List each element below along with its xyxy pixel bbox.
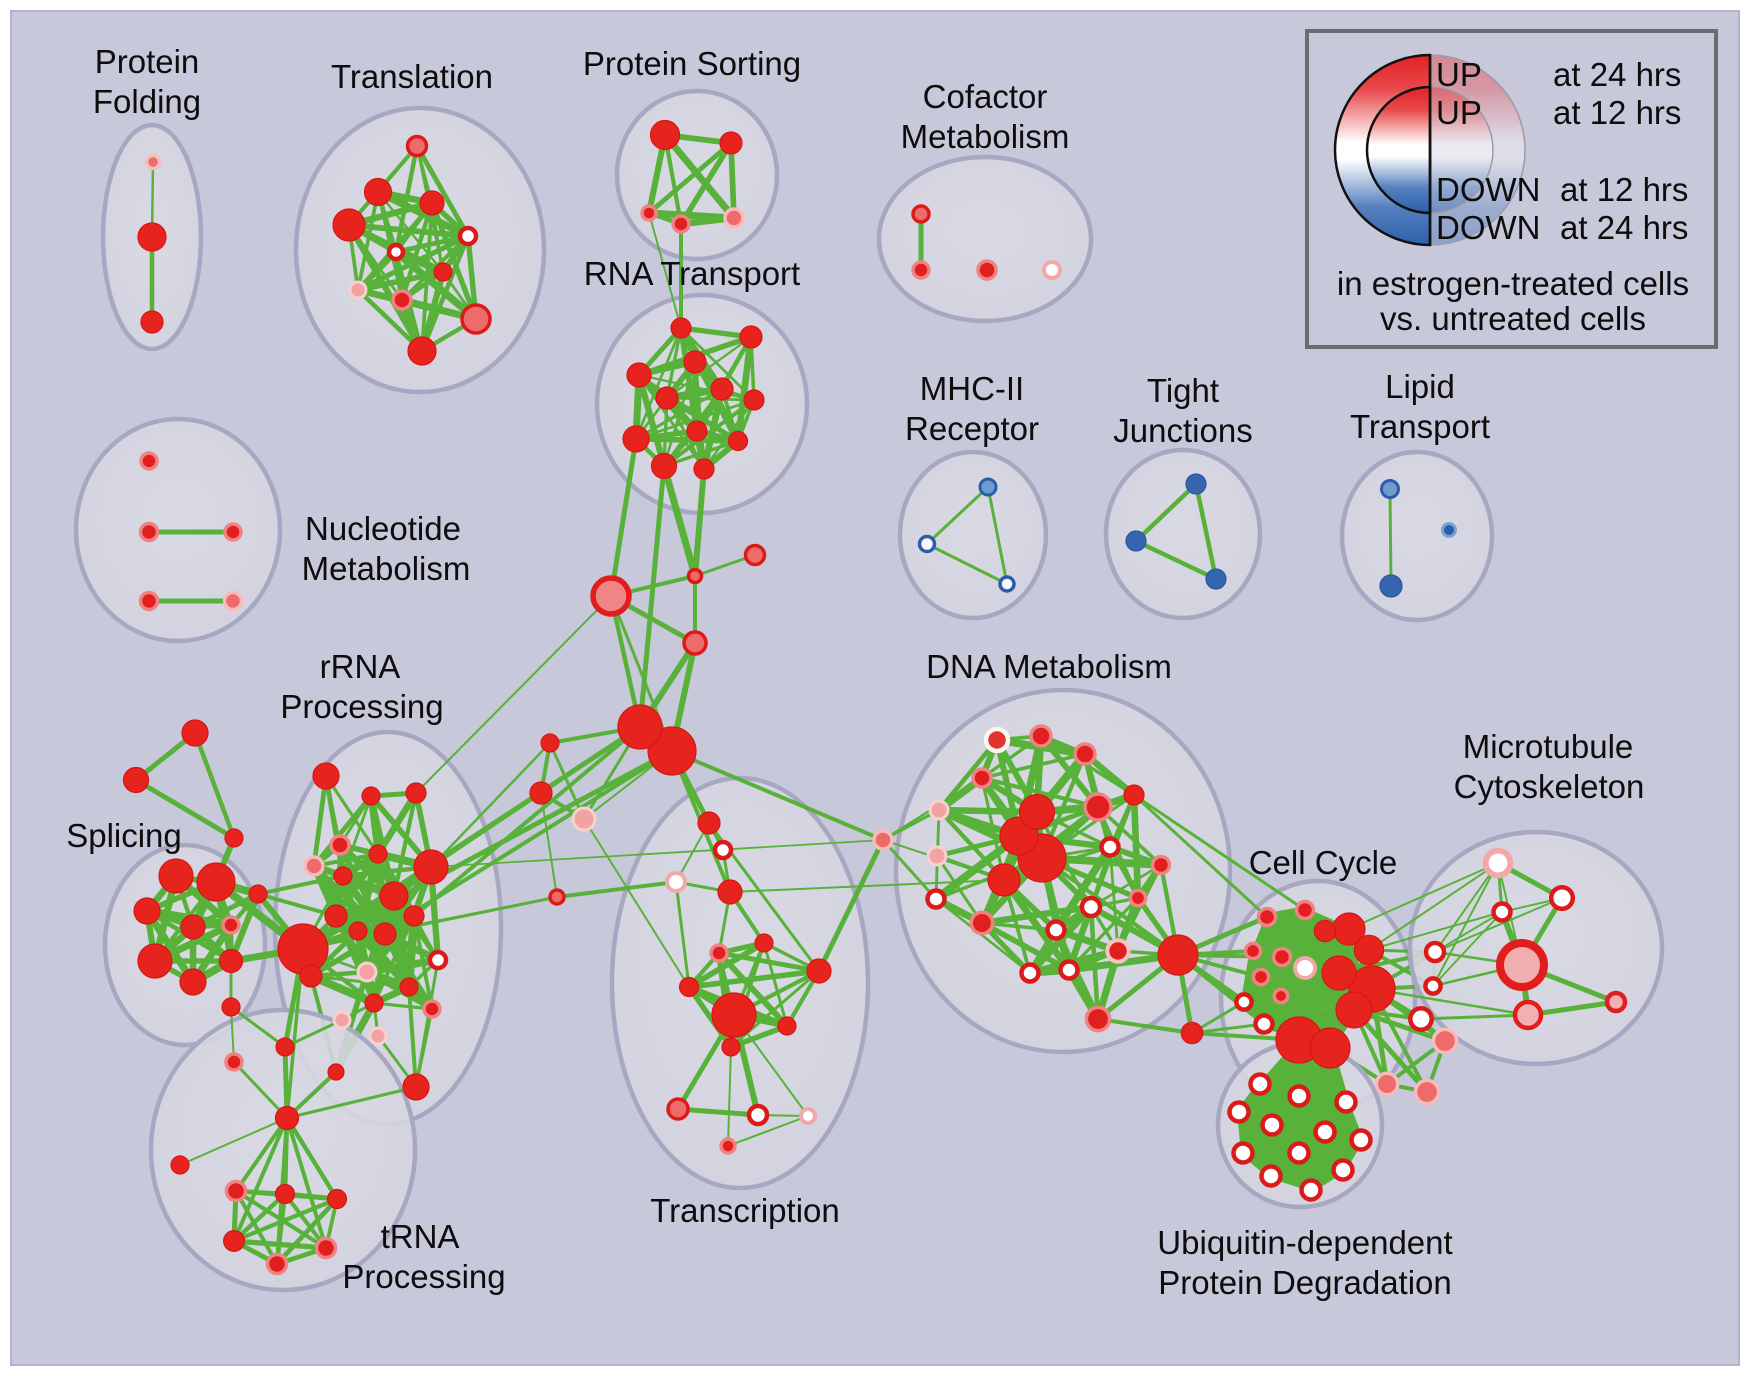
svg-text:UP: UP <box>1436 94 1482 131</box>
svg-text:Metabolism: Metabolism <box>901 118 1070 155</box>
svg-text:Splicing: Splicing <box>66 817 182 854</box>
svg-text:Tight: Tight <box>1147 372 1219 409</box>
svg-text:Transcription: Transcription <box>650 1192 840 1229</box>
svg-text:rRNA: rRNA <box>320 648 401 685</box>
svg-text:Folding: Folding <box>93 83 201 120</box>
svg-text:tRNA: tRNA <box>381 1218 460 1255</box>
svg-text:Transport: Transport <box>1350 408 1490 445</box>
svg-text:at 24 hrs: at 24 hrs <box>1553 56 1681 93</box>
svg-text:Cofactor: Cofactor <box>923 78 1048 115</box>
svg-text:Nucleotide: Nucleotide <box>305 510 461 547</box>
svg-text:Ubiquitin-dependent: Ubiquitin-dependent <box>1157 1224 1452 1261</box>
svg-text:Protein: Protein <box>95 43 200 80</box>
svg-text:Cytoskeleton: Cytoskeleton <box>1454 768 1645 805</box>
svg-text:Junctions: Junctions <box>1113 412 1252 449</box>
svg-text:MHC-II: MHC-II <box>920 370 1024 407</box>
svg-text:RNA Transport: RNA Transport <box>584 255 800 292</box>
svg-text:Cell Cycle: Cell Cycle <box>1249 844 1398 881</box>
svg-text:at 12 hrs: at 12 hrs <box>1553 94 1681 131</box>
svg-text:Receptor: Receptor <box>905 410 1039 447</box>
svg-text:Processing: Processing <box>342 1258 505 1295</box>
svg-text:Protein Sorting: Protein Sorting <box>583 45 801 82</box>
svg-text:Lipid: Lipid <box>1385 368 1455 405</box>
svg-text:Processing: Processing <box>280 688 443 725</box>
svg-text:DNA Metabolism: DNA Metabolism <box>926 648 1172 685</box>
svg-text:in estrogen-treated cells: in estrogen-treated cells <box>1337 265 1689 302</box>
svg-text:vs. untreated cells: vs. untreated cells <box>1380 300 1646 337</box>
svg-text:Metabolism: Metabolism <box>302 550 471 587</box>
svg-text:at 24 hrs: at 24 hrs <box>1560 209 1688 246</box>
svg-text:at 12 hrs: at 12 hrs <box>1560 171 1688 208</box>
svg-text:Microtubule: Microtubule <box>1463 728 1634 765</box>
svg-text:DOWN: DOWN <box>1436 171 1540 208</box>
svg-text:Protein Degradation: Protein Degradation <box>1158 1264 1452 1301</box>
svg-text:DOWN: DOWN <box>1436 209 1540 246</box>
svg-text:Translation: Translation <box>331 58 493 95</box>
svg-text:UP: UP <box>1436 56 1482 93</box>
